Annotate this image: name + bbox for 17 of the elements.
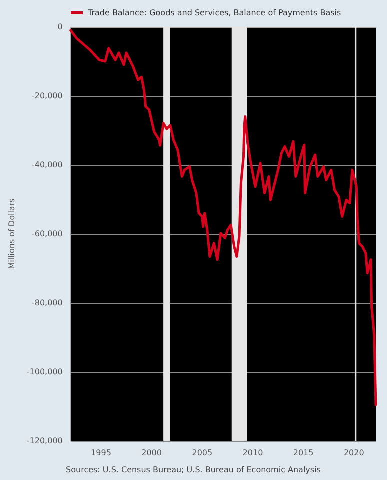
x-tick-label: 2005 — [192, 448, 213, 458]
x-tick-label: 2020 — [344, 448, 364, 458]
legend-label: Trade Balance: Goods and Services, Balance of Payments Basis — [87, 8, 342, 18]
y-tick-label: -40,000 — [32, 160, 63, 170]
y-tick-label: -100,000 — [26, 368, 63, 376]
x-tick-label: 2000 — [142, 448, 162, 458]
y-tick-label: -80,000 — [32, 298, 63, 308]
x-tick-label: 2015 — [293, 448, 314, 458]
x-tick-label: 1995 — [91, 448, 112, 458]
y-axis-title: Millions of Dollars — [8, 198, 16, 270]
y-tick-label: -20,000 — [32, 92, 63, 100]
y-tick-label: -60,000 — [32, 230, 63, 238]
y-tick-label: -120,000 — [26, 436, 63, 446]
source-note: Sources: U.S. Census Bureau; U.S. Bureau of Economic Analysis — [66, 466, 321, 474]
x-tick-label: 2010 — [242, 448, 264, 458]
y-tick-label: 0 — [58, 22, 63, 32]
line-series — [70, 29, 378, 406]
